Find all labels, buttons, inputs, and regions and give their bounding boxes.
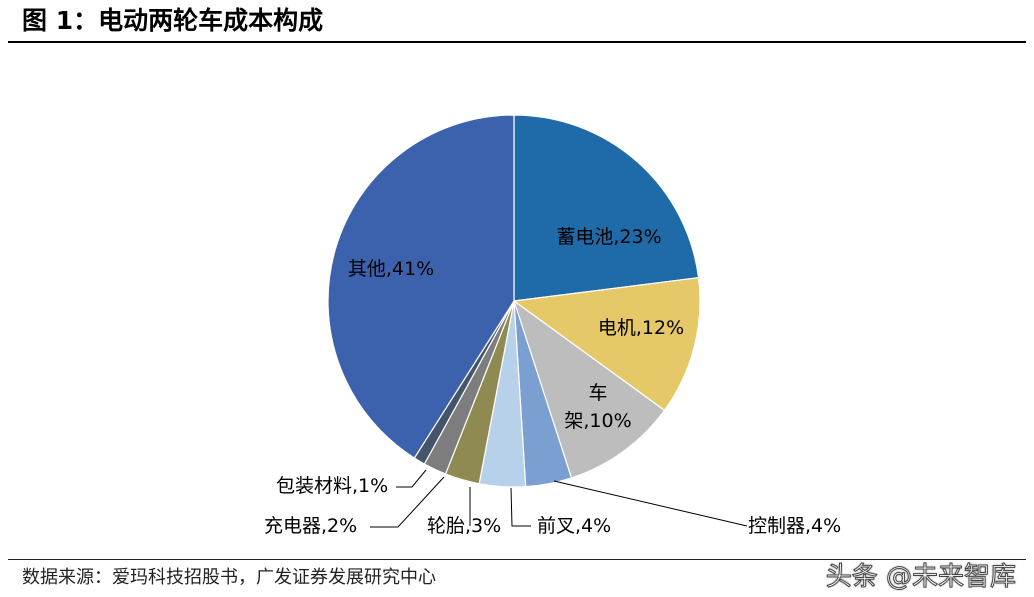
slice-label: 蓄电池,23%: [556, 226, 661, 248]
pie-slice: [512, 299, 666, 479]
pie-slices: [327, 114, 701, 488]
slice-label: 其他,41%: [348, 258, 434, 280]
leader-line: [370, 476, 445, 528]
pie-slice: [512, 277, 701, 412]
data-source-note: 数据来源：爱玛科技招股书，广发证券发展研究中心: [22, 567, 436, 588]
header-rule: [8, 41, 1026, 43]
chart-title: 图 1：电动两轮车成本构成: [22, 6, 324, 35]
slice-labels: 蓄电池,23% 电机,12% 车架,10% 控制器,4% 前叉,4% 轮胎,3% 充电器,2…: [264, 226, 841, 537]
slice-label: 电机,12%: [598, 317, 684, 339]
pie-slice: [513, 114, 700, 302]
pie-slice: [327, 114, 515, 459]
slice-label: 前叉,4%: [537, 515, 611, 537]
slice-label: 轮胎,3%: [427, 515, 501, 537]
footer-rule: [8, 559, 1026, 560]
slice-label: 控制器,4%: [748, 515, 841, 537]
leader-line: [510, 487, 531, 527]
slice-label: 车架,10%: [564, 382, 631, 432]
slice-label: 包装材料,1%: [276, 475, 388, 497]
leader-line: [553, 480, 748, 527]
leader-line: [396, 469, 427, 488]
slice-label: 充电器,2%: [264, 515, 357, 537]
watermark: 头条 @未来智库: [825, 562, 1016, 593]
leader-lines: [370, 469, 748, 528]
